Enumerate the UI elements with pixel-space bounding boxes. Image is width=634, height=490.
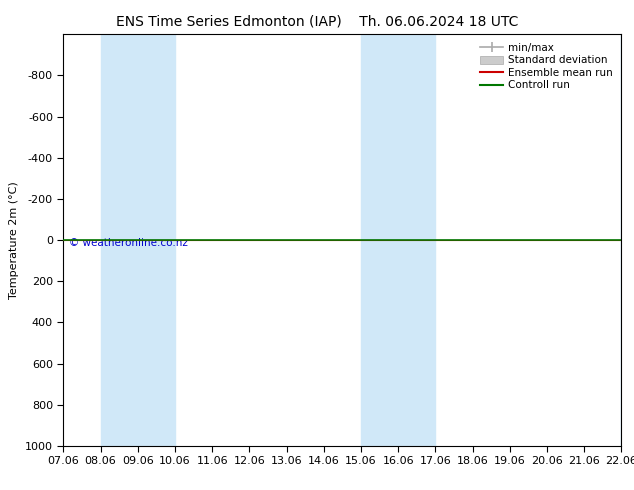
Text: © weatheronline.co.nz: © weatheronline.co.nz	[69, 238, 188, 248]
Bar	[621, 34, 634, 446]
Legend: min/max, Standard deviation, Ensemble mean run, Controll run: min/max, Standard deviation, Ensemble me…	[477, 40, 616, 94]
Bar	[621, 34, 634, 446]
Bar	[361, 34, 436, 446]
Y-axis label: Temperature 2m (°C): Temperature 2m (°C)	[10, 181, 20, 299]
Text: ENS Time Series Edmonton (IAP)    Th. 06.06.2024 18 UTC: ENS Time Series Edmonton (IAP) Th. 06.06…	[116, 15, 518, 29]
Bar	[101, 34, 175, 446]
